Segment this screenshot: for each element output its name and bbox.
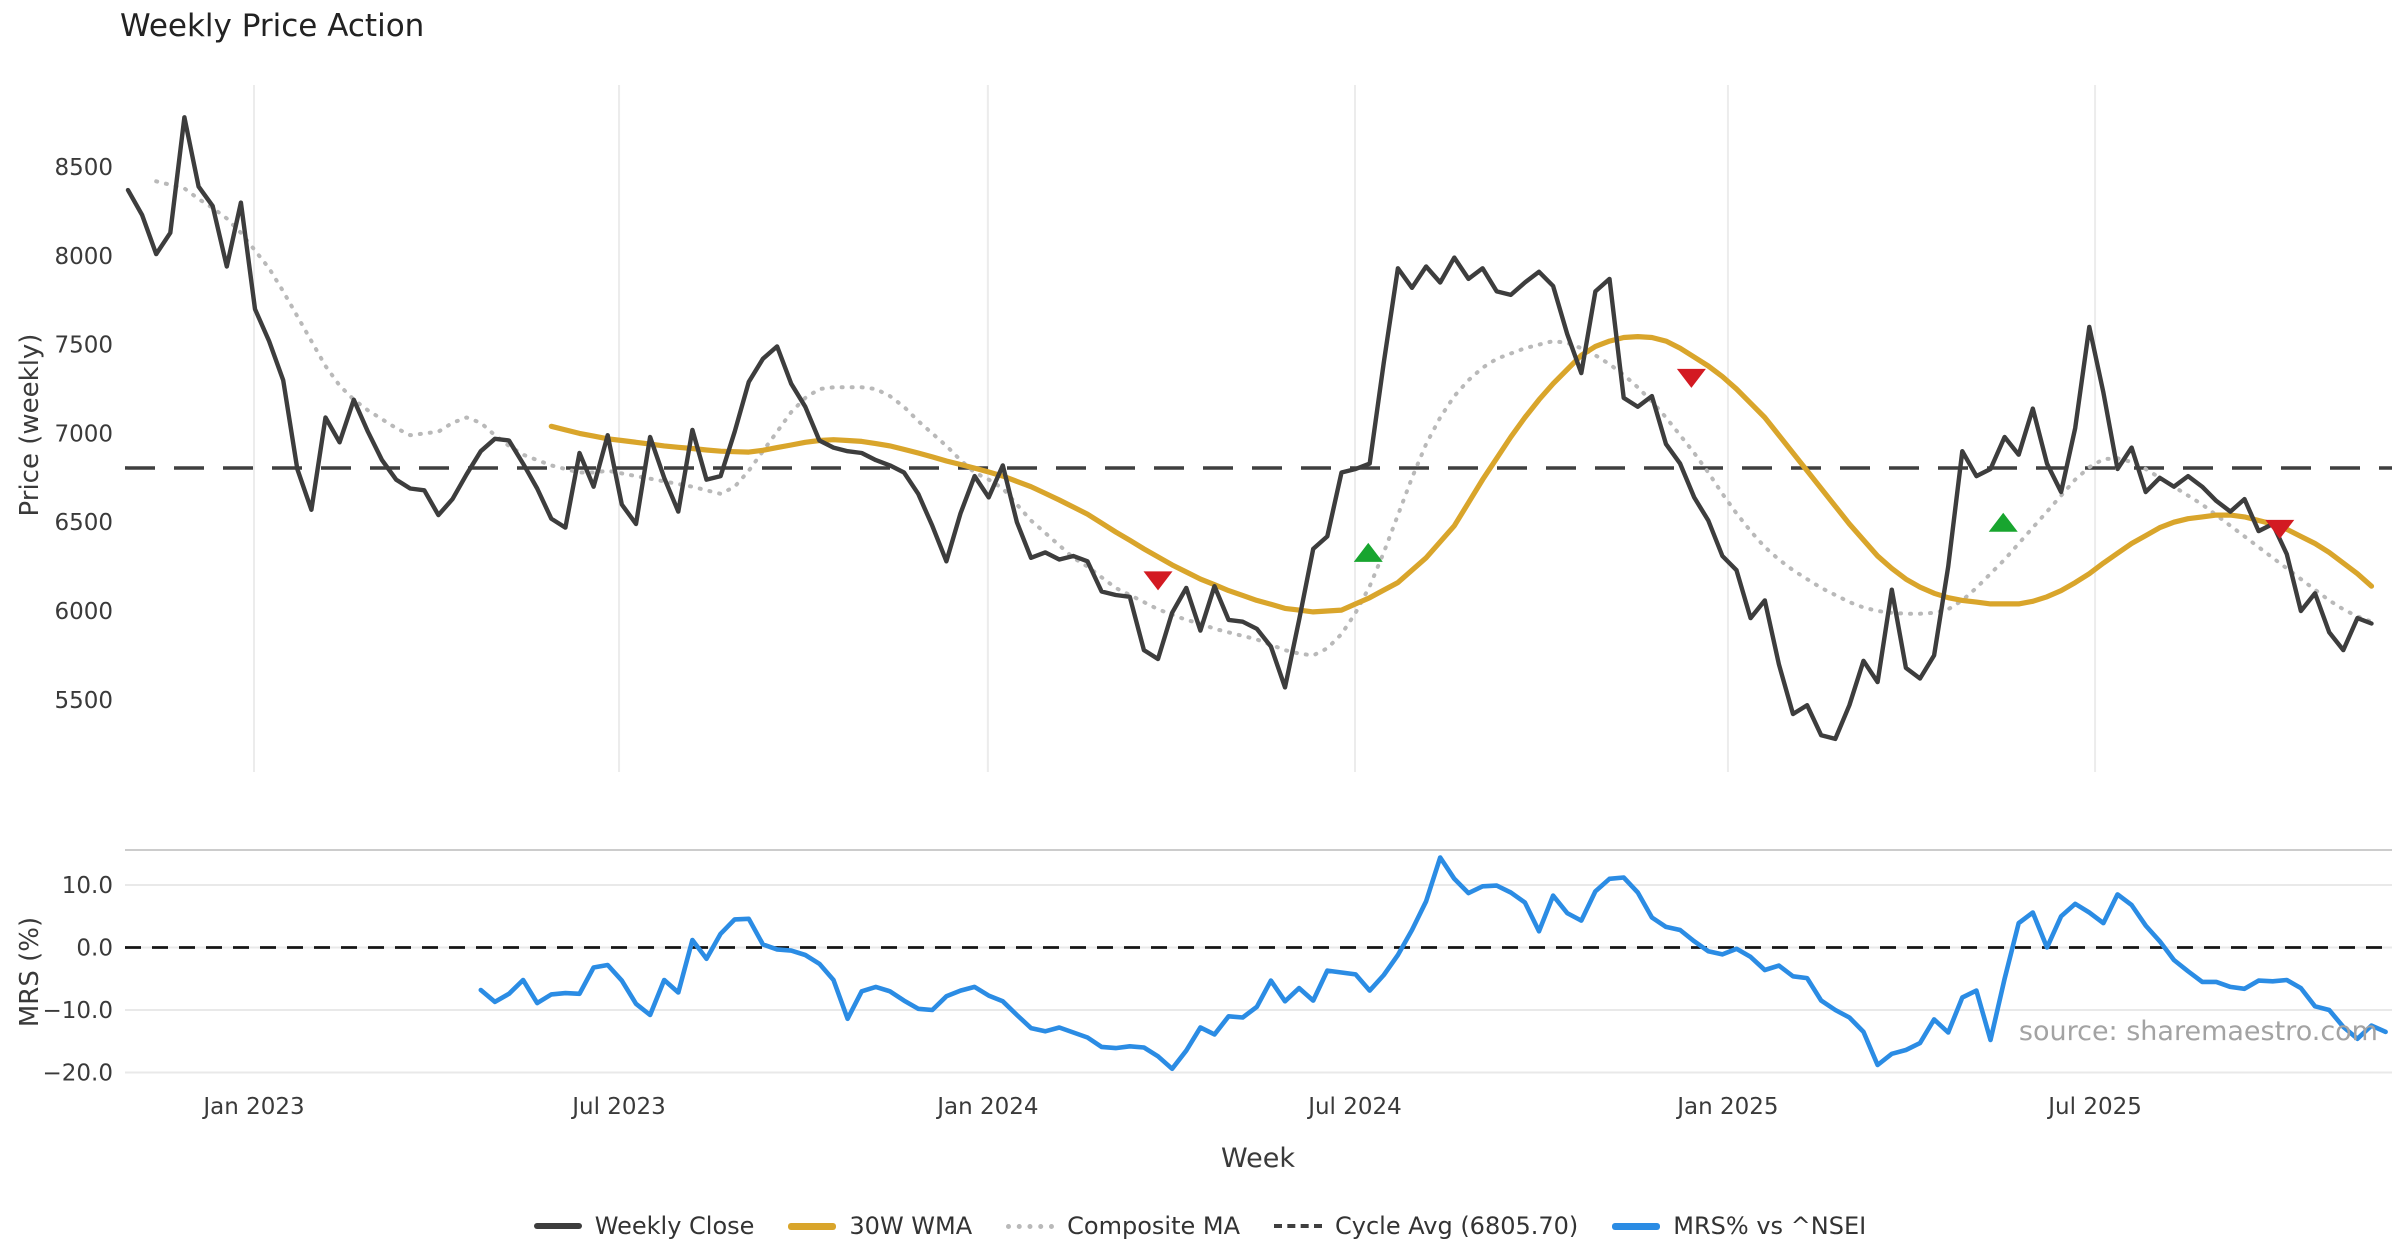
mrs-tick-label: −20.0	[43, 1061, 113, 1087]
x-tick-label: Jan 2025	[1675, 1094, 1778, 1120]
legend: Weekly Close 30W WMA Composite MA Cycle …	[0, 1212, 2400, 1240]
mrs-axis-label: MRS (%)	[15, 916, 45, 1028]
x-tick-label: Jul 2024	[1306, 1094, 1402, 1120]
x-axis-label: Week	[1221, 1143, 1295, 1174]
buy-signal-marker	[1353, 542, 1383, 562]
weekly-close-line	[125, 115, 2374, 742]
x-tick-label: Jul 2023	[570, 1094, 666, 1120]
price-tick-label: 8500	[54, 155, 113, 181]
legend-label: 30W WMA	[849, 1212, 973, 1240]
legend-item-mrs: MRS% vs ^NSEI	[1612, 1212, 1866, 1240]
sell-signal-marker	[1143, 571, 1173, 591]
weekly-close-swatch-icon	[533, 1223, 582, 1229]
legend-label: MRS% vs ^NSEI	[1673, 1212, 1867, 1240]
mrs-tick-label: 10.0	[62, 873, 113, 899]
sell-signal-marker	[2265, 519, 2295, 539]
legend-label: Cycle Avg (6805.70)	[1335, 1212, 1579, 1240]
price-tick-label: 5500	[54, 688, 113, 714]
composite-swatch-icon	[1006, 1223, 1055, 1229]
mrs-tick-label: −10.0	[43, 998, 113, 1024]
x-tick-label: Jan 2024	[935, 1094, 1038, 1120]
composite-ma-line	[154, 179, 2374, 658]
chart-title: Weekly Price Action	[120, 8, 425, 44]
price-tick-label: 8000	[54, 244, 113, 270]
mrs-line	[478, 855, 2388, 1072]
legend-label: Composite MA	[1067, 1212, 1241, 1240]
cycle-avg-swatch-icon	[1274, 1224, 1323, 1228]
price-axis-label: Price (weekly)	[15, 333, 45, 517]
mrs-swatch-icon	[1612, 1222, 1661, 1230]
price-tick-label: 6000	[54, 599, 113, 625]
wma-30w-line	[548, 334, 2375, 615]
x-tick-label: Jan 2023	[201, 1094, 304, 1120]
legend-label: Weekly Close	[594, 1212, 755, 1240]
legend-item-weekly-close: Weekly Close	[533, 1212, 755, 1240]
source-credit: source: sharemaestro.com	[2018, 1016, 2378, 1047]
price-tick-label: 7500	[54, 333, 113, 359]
legend-item-composite-ma: Composite MA	[1006, 1212, 1240, 1240]
price-tick-label: 7000	[54, 421, 113, 447]
legend-item-cycle-avg: Cycle Avg (6805.70)	[1274, 1212, 1578, 1240]
buy-signal-marker	[1988, 512, 2018, 532]
legend-item-30w-wma: 30W WMA	[788, 1212, 972, 1240]
price-tick-label: 6500	[54, 510, 113, 536]
mrs-tick-label: 0.0	[76, 936, 113, 962]
sell-signal-marker	[1676, 368, 1706, 388]
x-tick-label: Jul 2025	[2046, 1094, 2142, 1120]
wma-swatch-icon	[788, 1222, 837, 1230]
